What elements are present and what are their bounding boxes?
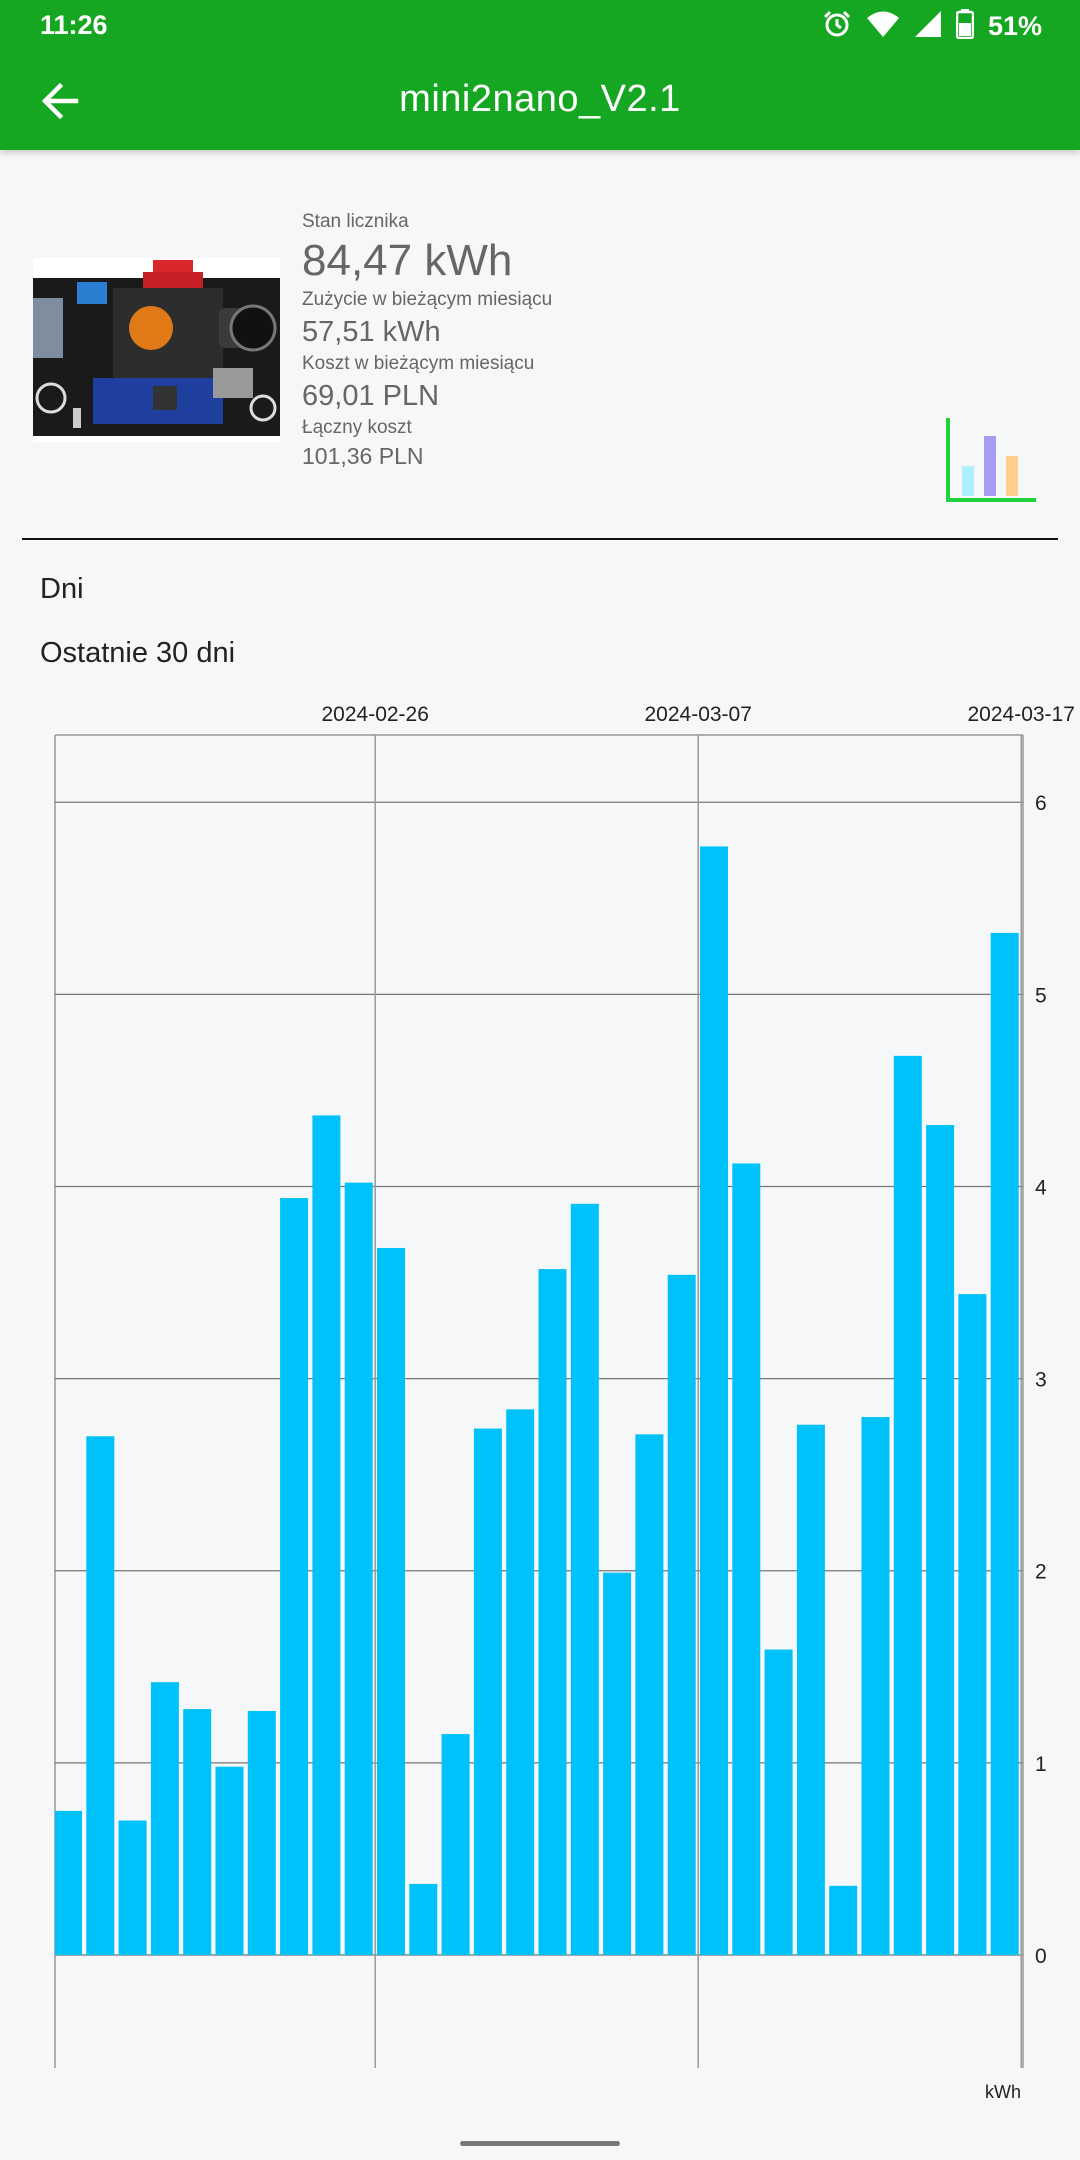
bar: [247, 1711, 276, 1955]
y-tick-label: 0: [1035, 1945, 1047, 1968]
bar: [377, 1247, 405, 1955]
bar: [926, 1125, 955, 1955]
bar: [150, 1682, 179, 1955]
x-tick-label: 2024-03-07: [644, 703, 751, 726]
meter-info: Stan licznika 84,47 kWh Zużycie w bieżąc…: [302, 210, 802, 472]
month-usage-value: 57,51 kWh: [302, 316, 441, 348]
month-usage-label: Zużycie w bieżącym miesiącu: [302, 289, 553, 310]
y-tick-label: 4: [1035, 1176, 1047, 1199]
bar: [183, 1709, 212, 1955]
bar: [667, 1274, 696, 1955]
bar: [441, 1734, 470, 1955]
bar: [603, 1572, 632, 1955]
x-tick-label: 2024-02-26: [321, 703, 428, 726]
y-tick-label: 1: [1035, 1753, 1047, 1776]
bar: [893, 1055, 922, 1955]
y-tick-label: 5: [1035, 984, 1047, 1007]
wifi-icon: [866, 10, 900, 43]
total-cost-label: Łączny koszt: [302, 417, 412, 438]
month-cost-value: 69,01 PLN: [302, 380, 440, 412]
y-tick-label: 2: [1035, 1561, 1047, 1584]
battery-icon: [955, 8, 975, 44]
app-bar: mini2nano_V2.1: [0, 52, 1080, 150]
month-cost-label: Koszt w bieżącym miesiącu: [302, 353, 535, 374]
y-tick-label: 3: [1035, 1369, 1047, 1392]
meter-reading-label: Stan licznika: [302, 211, 409, 232]
device-image: [33, 258, 280, 442]
bar: [796, 1424, 825, 1955]
bar: [215, 1766, 244, 1955]
x-tick-label: 2024-03-17: [967, 703, 1074, 726]
bar: [55, 1810, 82, 1955]
page-title: mini2nano_V2.1: [399, 78, 681, 120]
total-cost-value: 101,36 PLN: [302, 443, 424, 469]
bar: [409, 1883, 438, 1955]
bar: [473, 1428, 502, 1955]
status-time: 11:26: [40, 10, 108, 40]
divider: [22, 538, 1058, 540]
bar: [538, 1269, 567, 1955]
bar: [280, 1198, 309, 1955]
bar: [118, 1820, 147, 1955]
section-subtitle: Ostatnie 30 dni: [40, 637, 236, 669]
bar: [344, 1182, 373, 1955]
bar-chart-icon[interactable]: [944, 416, 1040, 506]
bar: [635, 1434, 664, 1955]
status-bar: 11:26 51%: [0, 0, 1080, 52]
bar: [570, 1203, 599, 1955]
bar: [86, 1436, 115, 1955]
bar: [506, 1409, 535, 1955]
y-tick-label: 6: [1035, 792, 1047, 815]
nav-gesture-handle[interactable]: [460, 2141, 620, 2146]
battery-percent: 51%: [987, 10, 1042, 41]
alarm-icon: [822, 9, 852, 44]
meter-reading-value: 84,47 kWh: [302, 236, 513, 285]
y-unit-label: kWh: [985, 2082, 1021, 2102]
section-title: Dni: [40, 573, 84, 605]
bar: [861, 1417, 890, 1955]
bar: [829, 1885, 858, 1955]
bar: [958, 1294, 987, 1955]
bar: [700, 846, 728, 1955]
daily-usage-chart: 0 1 2 3 4 5 6 2024-02-26 2024-03-07 2024-03-17 kWh: [54, 703, 1075, 2102]
bar: [990, 932, 1019, 1955]
bar: [732, 1163, 761, 1955]
signal-icon: [914, 10, 942, 43]
bar: [312, 1115, 341, 1955]
bar: [764, 1649, 793, 1955]
back-arrow-icon[interactable]: [36, 76, 86, 126]
